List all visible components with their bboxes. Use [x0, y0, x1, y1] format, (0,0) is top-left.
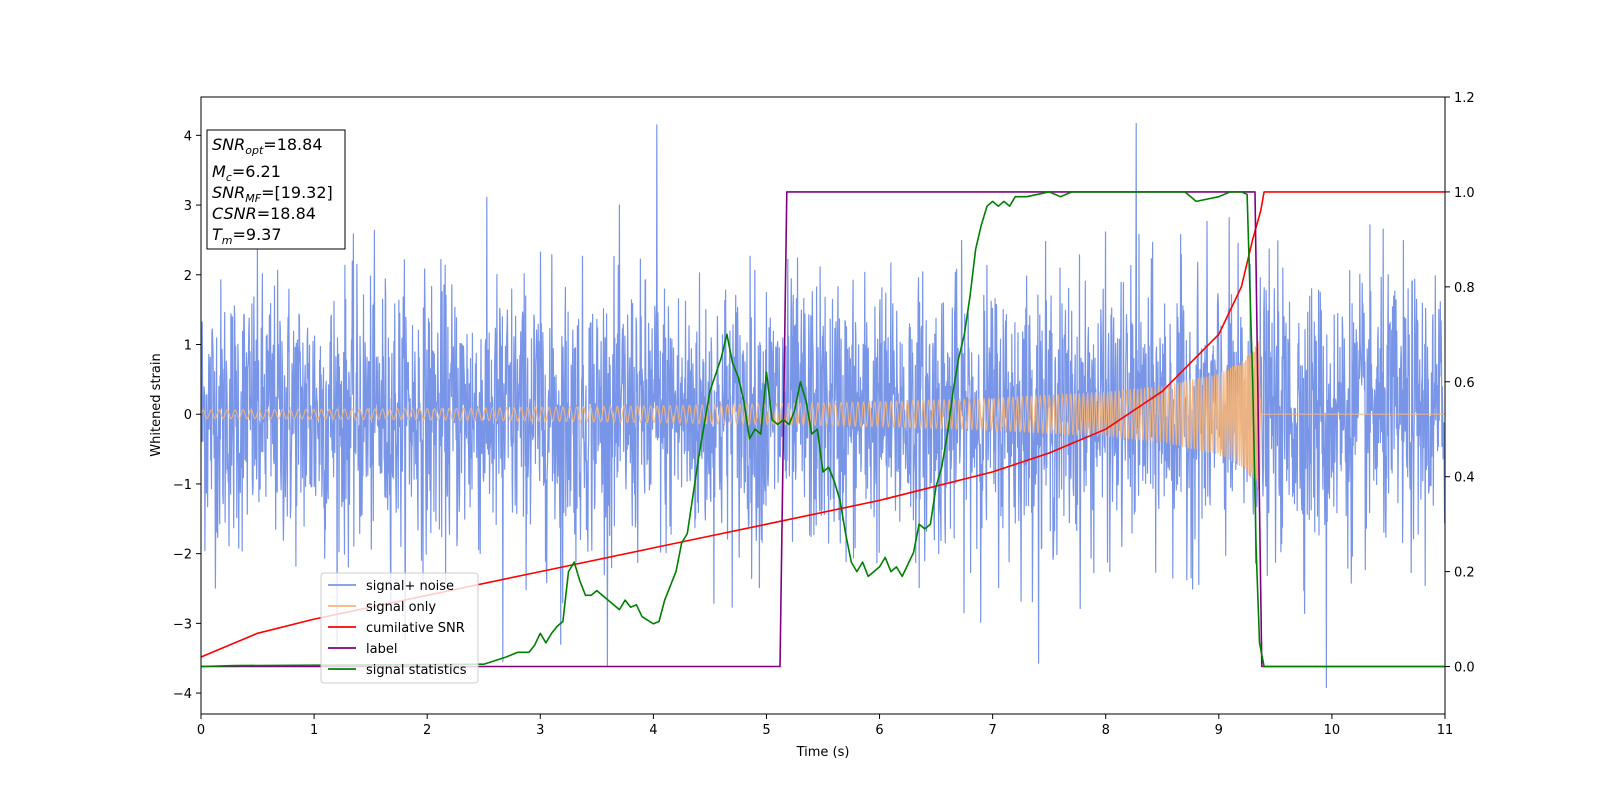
- annotation-line: CSNR=18.84: [212, 204, 316, 223]
- series-signal-noise: [201, 122, 1445, 689]
- x-tick-label: 8: [1102, 723, 1110, 738]
- x-tick-label: 1: [310, 723, 318, 738]
- annotation-line: SNRopt=18.84: [212, 135, 323, 157]
- series-signal-only: [201, 336, 1445, 490]
- x-tick-label: 7: [988, 723, 996, 738]
- y-right-tick-label: 0.6: [1454, 376, 1475, 391]
- annotation-value: =[19.32]: [261, 183, 333, 202]
- annotation-value: =18.84: [263, 135, 322, 154]
- legend-label: signal+ noise: [366, 579, 454, 594]
- annotation-symbol: CSNR: [212, 204, 257, 223]
- x-tick-label: 4: [649, 723, 657, 738]
- x-tick-label: 11: [1437, 723, 1454, 738]
- legend-label: signal only: [366, 600, 436, 615]
- y-right-tick-label: 0.4: [1454, 471, 1475, 486]
- annotation-line: SNRMF=[19.32]: [212, 183, 333, 205]
- y-axis-label: Whitened strain: [149, 353, 164, 456]
- x-axis: 0 1 2 3 4 5 6 7 8 9 10 11: [197, 714, 1453, 738]
- x-tick-label: 2: [423, 723, 431, 738]
- annotation-line: Mc=6.21: [212, 162, 281, 184]
- annotation-subscript: MF: [245, 192, 261, 205]
- annotation-subscript: c: [226, 171, 232, 184]
- annotation-value: =6.21: [232, 162, 281, 181]
- annotation-line: Tm=9.37: [212, 225, 282, 247]
- annotation-symbol: T: [212, 225, 223, 244]
- y-tick-label: −1: [173, 478, 192, 493]
- annotation-subscript: opt: [245, 144, 264, 157]
- legend-label: label: [366, 642, 397, 657]
- y-right-tick-label: 1.2: [1454, 91, 1475, 106]
- legend-label: cumilative SNR: [366, 621, 465, 636]
- annotation-symbol: SNR: [212, 183, 245, 202]
- x-tick-label: 0: [197, 723, 205, 738]
- y-right-tick-label: 0.2: [1454, 566, 1475, 581]
- x-tick-label: 9: [1215, 723, 1223, 738]
- y-tick-label: −3: [173, 617, 192, 632]
- annotation-subscript: m: [222, 234, 233, 247]
- x-tick-label: 10: [1324, 723, 1341, 738]
- legend: signal+ noise signal only cumilative SNR la…: [320, 572, 479, 684]
- x-tick-label: 3: [536, 723, 544, 738]
- annotation-value: =18.84: [257, 204, 316, 223]
- y-tick-label: −2: [173, 548, 192, 563]
- annotation-value: =9.37: [233, 225, 282, 244]
- legend-label: signal statistics: [366, 663, 467, 678]
- x-axis-label: Time (s): [796, 745, 850, 760]
- y-axis-right: 0.0 0.2 0.4 0.6 0.8 1.0 1.2: [1445, 91, 1475, 676]
- y-axis-left: −4 −3 −2 −1 0 1 2 3 4: [173, 129, 201, 702]
- y-tick-label: 2: [184, 269, 192, 284]
- y-right-tick-label: 0.0: [1454, 661, 1475, 676]
- x-tick-label: 5: [762, 723, 770, 738]
- y-tick-label: 1: [184, 338, 192, 353]
- y-right-tick-label: 1.0: [1454, 186, 1475, 201]
- y-tick-label: 0: [184, 408, 192, 423]
- y-right-tick-label: 0.8: [1454, 281, 1475, 296]
- annotation-box: SNRopt=18.84Mc=6.21SNRMF=[19.32]CSNR=18.…: [206, 129, 346, 250]
- plot-frame: [200, 96, 1446, 715]
- series-signal-statistics: [201, 191, 1445, 668]
- y-tick-label: 4: [184, 129, 192, 144]
- x-tick-label: 6: [875, 723, 883, 738]
- annotation-symbol: M: [212, 162, 226, 181]
- y-tick-label: −4: [173, 687, 192, 702]
- annotation-symbol: SNR: [212, 135, 245, 154]
- y-tick-label: 3: [184, 199, 192, 214]
